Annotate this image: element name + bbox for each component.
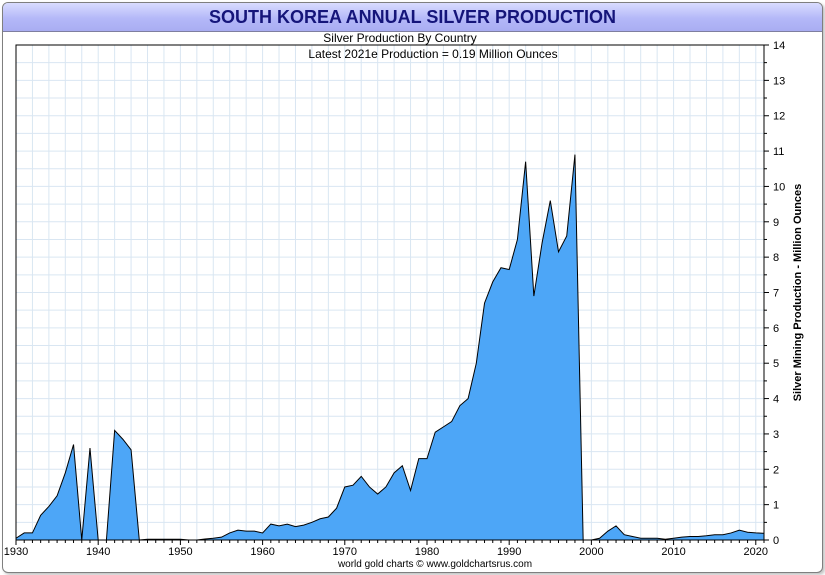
y-tick-label: 5 [773, 358, 779, 370]
x-tick-label: 2020 [744, 546, 768, 558]
x-tick-label: 1930 [4, 546, 28, 558]
y-tick-label: 6 [773, 323, 779, 335]
x-tick-label: 2010 [661, 546, 685, 558]
y-tick-label: 14 [773, 40, 785, 52]
x-tick-label: 1980 [415, 546, 439, 558]
y-tick-label: 3 [773, 429, 779, 441]
production-area [15, 154, 765, 541]
chart-svg: 1930 1940 1950 1960 1970 1980 1990 2000 2010 2020… [4, 31, 804, 570]
chart-title: SOUTH KOREA ANNUAL SILVER PRODUCTION [208, 7, 616, 27]
x-tick-label: 1960 [250, 546, 274, 558]
x-tick-label: 1940 [86, 546, 110, 558]
latest-production-annotation: Latest 2021e Production = 0.19 Million O… [308, 47, 557, 61]
x-tick-label: 2000 [579, 546, 603, 558]
y-tick-label: 10 [773, 181, 785, 193]
y-tick-label: 12 [773, 111, 785, 123]
source-credit: world gold charts © www.goldchartsrus.co… [337, 559, 532, 570]
y-tick-label: 4 [773, 394, 779, 406]
y-tick-label: 7 [773, 288, 779, 300]
chart-subtitle: Silver Production By Country [323, 31, 476, 45]
y-tick-label: 9 [773, 217, 779, 229]
y-tick-label: 2 [773, 464, 779, 476]
x-tick-label: 1950 [168, 546, 192, 558]
y-tick-label: 8 [773, 252, 779, 264]
y-tick-label: 0 [773, 535, 779, 547]
x-tick-label: 1970 [333, 546, 357, 558]
x-axis: 1930 1940 1950 1960 1970 1980 1990 2000 2010 2020 [4, 540, 768, 558]
y-axis-label: Silver Mining Production - Million Ounce… [792, 184, 804, 402]
title-bar: SOUTH KOREA ANNUAL SILVER PRODUCTION [3, 3, 822, 32]
y-tick-label: 13 [773, 75, 785, 87]
y-tick-label: 1 [773, 500, 779, 512]
y-tick-label: 11 [773, 146, 784, 158]
x-tick-label: 1990 [497, 546, 521, 558]
